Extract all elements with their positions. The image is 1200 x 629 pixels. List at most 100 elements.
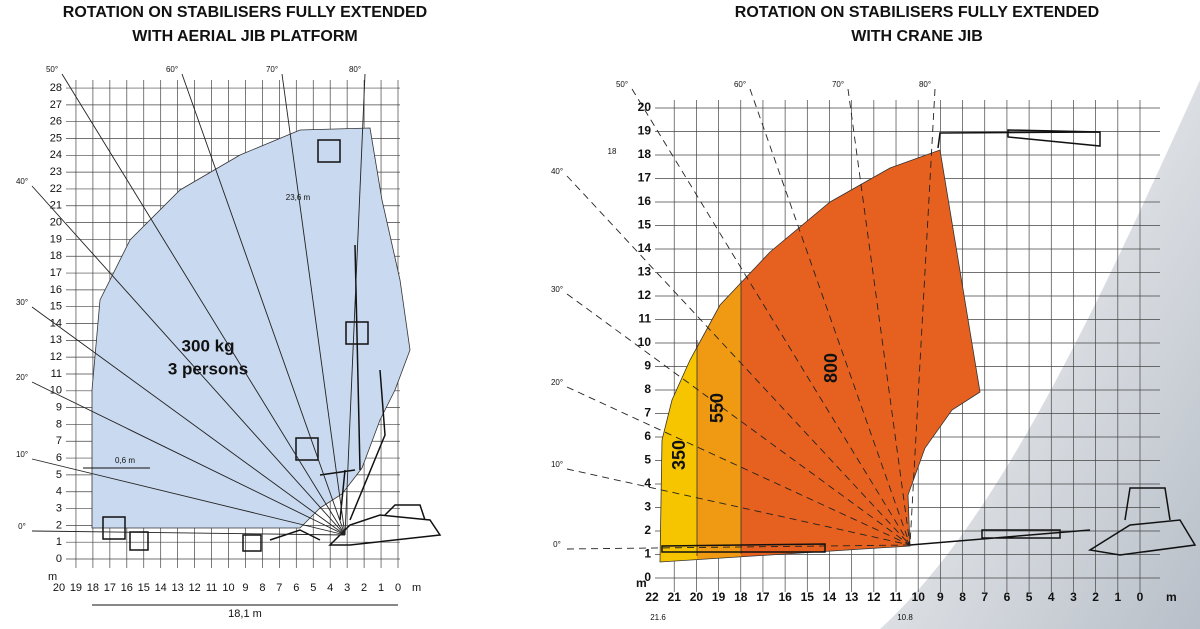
- angle-label: 60°: [734, 80, 746, 89]
- angle-line: [909, 88, 936, 546]
- y-tick-label: 16: [50, 284, 62, 296]
- x-tick-label: 3: [1070, 590, 1077, 604]
- x-tick-label: 17: [104, 582, 116, 594]
- x-tick-label: 9: [242, 582, 248, 594]
- angle-line: [61, 73, 346, 536]
- angle-label: 30°: [551, 285, 563, 294]
- offset-label: 0,6 m: [115, 456, 135, 465]
- right-title-1: ROTATION ON STABILISERS FULLY EXTENDED: [735, 4, 1099, 21]
- right-title-2: WITH CRANE JIB: [851, 28, 983, 45]
- zone-label: 550: [707, 393, 727, 423]
- x-tick-label: 0: [395, 582, 401, 594]
- x-tick-label: 15: [138, 582, 150, 594]
- angle-label: 20°: [16, 373, 28, 382]
- x-tick-label: 14: [823, 590, 837, 604]
- angle-label: 50°: [616, 80, 628, 89]
- x-tick-label: 19: [712, 590, 726, 604]
- y-tick-label: 13: [50, 334, 62, 346]
- y-tick-label: 22: [50, 183, 62, 195]
- y-tick-label: 19: [50, 233, 62, 245]
- zone-label: 350: [669, 440, 689, 470]
- x-tick-label: 18: [734, 590, 748, 604]
- x-tick-label: 13: [845, 590, 859, 604]
- angle-label: 60°: [166, 65, 178, 74]
- y-tick-label: 8: [56, 418, 62, 430]
- y-tick-label: 12: [638, 288, 652, 302]
- x-tick-label: 7: [276, 582, 282, 594]
- angle-label: 20°: [551, 378, 563, 387]
- angle-label: 30°: [16, 298, 28, 307]
- x-tick-label: 5: [310, 582, 316, 594]
- x-tick-label: 17: [756, 590, 770, 604]
- y-tick-label: 5: [644, 453, 651, 467]
- x-tick-label: 20: [690, 590, 704, 604]
- y-tick-label: 25: [50, 132, 62, 144]
- y-tick-label: 5: [56, 469, 62, 481]
- y-tick-label: 2: [56, 519, 62, 531]
- y-tick-label: 2: [644, 523, 651, 537]
- y-tick-label: 6: [56, 452, 62, 464]
- angle-line: [566, 386, 911, 546]
- x-tick-label: 21: [668, 590, 682, 604]
- y-unit: m: [636, 576, 647, 590]
- x-tick-label: 1: [1114, 590, 1121, 604]
- y-tick-label: 18: [638, 147, 652, 161]
- x-tick-label: 8: [259, 582, 265, 594]
- y-tick-label: 9: [56, 402, 62, 414]
- x-tick-label: 12: [867, 590, 881, 604]
- x-tick-label: 2: [361, 582, 367, 594]
- angle-label: 10°: [551, 460, 563, 469]
- y-tick-label: 10: [50, 385, 62, 397]
- y-tick-label: 4: [56, 486, 62, 498]
- y-tick-label: 3: [644, 500, 651, 514]
- x-tick-label: 0: [1137, 590, 1144, 604]
- x-tick-label: 1: [378, 582, 384, 594]
- x-tick-label: 4: [327, 582, 333, 594]
- y-tick-label: 15: [638, 218, 652, 232]
- y-tick-label: 13: [638, 265, 652, 279]
- x-tick-label: 14: [155, 582, 167, 594]
- y-tick-label: 0: [56, 553, 62, 565]
- x-tick-label: 10: [222, 582, 234, 594]
- x-tick-label: 4: [1048, 590, 1055, 604]
- y-tick-label: 24: [50, 149, 62, 161]
- y-tick-label: 1: [56, 536, 62, 548]
- angle-line: [847, 88, 911, 546]
- angle-label: 70°: [832, 80, 844, 89]
- y-tick-label: 28: [50, 82, 62, 94]
- y-tick-label: 16: [638, 194, 652, 208]
- angle-line: [31, 185, 346, 536]
- dimension-mark: 21.6: [650, 613, 666, 622]
- x-tick-label: 6: [1004, 590, 1011, 604]
- y-tick-label: 9: [644, 359, 651, 373]
- x-tick-label: 16: [121, 582, 133, 594]
- angle-line: [31, 458, 346, 536]
- x-tick-label: 2: [1092, 590, 1099, 604]
- x-tick-label: 8: [959, 590, 966, 604]
- y-tick-label: 17: [50, 267, 62, 279]
- angle-line: [31, 530, 346, 536]
- x-tick-label: 11: [890, 590, 903, 604]
- y-tick-label: 7: [644, 406, 651, 420]
- y-tick-label: 7: [56, 435, 62, 447]
- x-tick-label: 20: [53, 582, 65, 594]
- angle-label: 70°: [266, 65, 278, 74]
- persons-label: 3 persons: [168, 359, 248, 378]
- angle-label: 50°: [46, 65, 58, 74]
- angle-line: [281, 73, 346, 536]
- angle-line: [566, 293, 911, 546]
- y-tick-label: 27: [50, 99, 62, 111]
- angle-line: [31, 381, 346, 536]
- x-tick-label: 18: [87, 582, 99, 594]
- x-tick-label: 9: [937, 590, 944, 604]
- dimension-mark: 18: [608, 147, 617, 156]
- y-tick-label: 21: [50, 200, 62, 212]
- y-tick-label: 1: [644, 547, 651, 561]
- angle-line: [344, 73, 366, 536]
- x-tick-label: 19: [70, 582, 82, 594]
- angle-label: 80°: [919, 80, 931, 89]
- y-tick-label: 15: [50, 301, 62, 313]
- y-tick-label: 10: [638, 335, 652, 349]
- angle-line: [749, 88, 911, 546]
- x-tick-label: 15: [801, 590, 815, 604]
